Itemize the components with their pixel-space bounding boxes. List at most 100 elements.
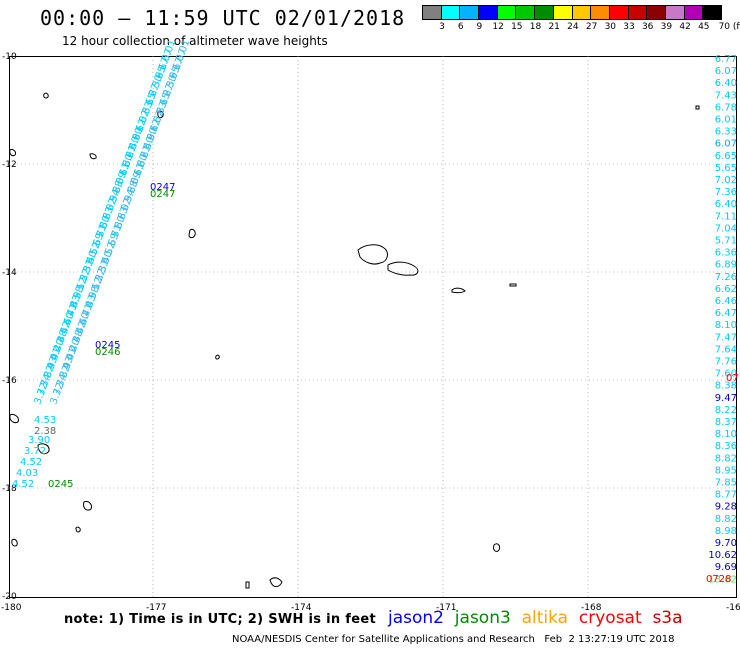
small-island-l (9, 414, 19, 424)
wave-height-value: 7.26 (715, 272, 737, 283)
pass-time-label: 0245 (95, 340, 120, 351)
map-title: 00:00 – 11:59 UTC 02/01/2018 (40, 6, 406, 30)
mission-name: s3a (652, 608, 683, 628)
legend-tick-label: 39 (660, 22, 673, 32)
pass-time-label: 0247 (150, 189, 175, 200)
wave-height-value: 7.60 (715, 369, 737, 380)
legend-tick-label: 15 (511, 22, 523, 32)
wave-height-value: 5.71 (715, 236, 737, 247)
wave-height-value: 7.85 (715, 478, 737, 489)
mission-legend: jason2 jason3 altika cryosat s3a (388, 608, 683, 628)
small-island-c (157, 110, 164, 119)
wave-height-value: 8.38 (715, 381, 737, 392)
wave-height-value: 2.38 (34, 426, 56, 437)
mission-name: jason3 (454, 608, 522, 628)
wave-height-value: 7.04 (715, 223, 737, 234)
longitude-label: -180 (1, 603, 22, 613)
wave-height-value: 7.47 (715, 332, 737, 343)
latitude-label: -14 (2, 268, 17, 278)
wave-height-value: 3.90 (28, 435, 50, 446)
legend-color-bar (422, 5, 740, 20)
mission-name: cryosat (578, 608, 653, 628)
islands (9, 92, 700, 589)
pass-time-label: 0247 (150, 182, 175, 193)
pass-time-label: 0728 (706, 574, 731, 585)
wave-height-value: 8.98 (715, 526, 737, 537)
legend-tick-label: 6 (457, 22, 464, 32)
legend-tick-label: 9 (476, 22, 483, 32)
wave-height-value: 9.28 (715, 502, 737, 513)
legend-tick-label: 36 (641, 22, 654, 32)
tutuila-island (451, 287, 466, 294)
legend-swatch (702, 5, 722, 20)
wave-height-value: 8.36 (715, 441, 737, 452)
longitude-label: -168 (581, 603, 602, 613)
wave-height-value: 13.62 (708, 574, 737, 585)
longitude-labels: -180 -177 -174 -171 -168 -16 (1, 603, 740, 613)
legend-tick-label: 27 (585, 22, 598, 32)
latitude-label: -18 (2, 484, 17, 494)
wave-height-value: 8.95 (715, 465, 737, 476)
graticule-grid (9, 56, 737, 598)
wave-height-value: 6.89 (715, 260, 737, 271)
wave-height-value: 6.01 (715, 115, 737, 126)
small-island-h (269, 577, 283, 588)
wave-height-value: 6.07 (715, 66, 737, 77)
wave-height-value: 8.77 (715, 490, 737, 501)
wave-height-value: 6.47 (715, 308, 737, 319)
wave-height-value: 7.64 (715, 344, 737, 355)
wave-height-value: 6.40 (715, 78, 737, 89)
legend-tick-label: 30 (604, 22, 617, 32)
legend-tick-label: 3 (439, 22, 445, 32)
legend-tick-label: 45 (698, 22, 710, 32)
small-island-d (89, 153, 97, 160)
map-frame (9, 56, 737, 598)
small-island-g (493, 543, 500, 552)
legend-tick-label: 33 (623, 22, 635, 32)
wave-height-value: 6.46 (715, 296, 737, 307)
wave-height-value: 7.43 (715, 90, 737, 101)
small-island-o (695, 105, 700, 110)
wave-height-value: 7.11 (715, 211, 737, 222)
wave-height-value: 7.36 (715, 187, 737, 198)
small-island-i (245, 581, 250, 589)
latitude-labels: -10 -12 -14 -16 -18 -20 (2, 52, 17, 602)
wave-height-value: 4.03 (16, 468, 38, 479)
wave-height-value: 9.70 (715, 538, 737, 549)
longitude-label: -177 (146, 603, 166, 613)
small-island-j (83, 501, 92, 511)
legend-tick-label: 24 (567, 22, 579, 32)
longitude-label: -171 (436, 603, 456, 613)
wave-height-value: 8.10 (715, 429, 737, 440)
legend-tick-label: 18 (529, 22, 542, 32)
map-note: note: 1) Time is in UTC; 2) SWH is in fe… (64, 612, 376, 627)
wave-height-value: 3.72 (24, 446, 46, 457)
small-island-p (215, 354, 220, 360)
legend-tick-label: 12 (492, 22, 504, 32)
latitude-label: -20 (2, 592, 17, 602)
map-footer: NOAA/NESDIS Center for Satellite Applica… (232, 634, 675, 645)
wave-height-value: 6.65 (715, 151, 737, 162)
pass-time-label: 0246 (95, 347, 120, 358)
wave-height-value: 4.52 (20, 457, 42, 468)
wave-height-value: 8.82 (715, 453, 737, 464)
wave-height-value: 5.65 (715, 163, 737, 174)
latitude-label: -16 (2, 376, 17, 386)
small-island-m (11, 538, 18, 547)
samoa-savaii-island (357, 244, 388, 265)
small-island-k (37, 443, 50, 455)
legend-tick-label: 70 (ft) (718, 22, 740, 32)
wave-height-value: 6.36 (715, 248, 737, 259)
pass-time-label: 07 (726, 373, 739, 384)
wave-height-value: 8.10 (715, 320, 737, 331)
latitude-label: -12 (2, 160, 17, 170)
latitude-label: -10 (2, 52, 17, 62)
small-island-a (509, 283, 517, 287)
small-island-n (75, 526, 81, 533)
map-subtitle: 12 hour collection of altimeter wave hei… (62, 34, 328, 48)
longitude-label: -174 (291, 603, 312, 613)
wave-height-value: 9.69 (715, 562, 737, 573)
wave-height-value: 6.07 (715, 139, 737, 150)
